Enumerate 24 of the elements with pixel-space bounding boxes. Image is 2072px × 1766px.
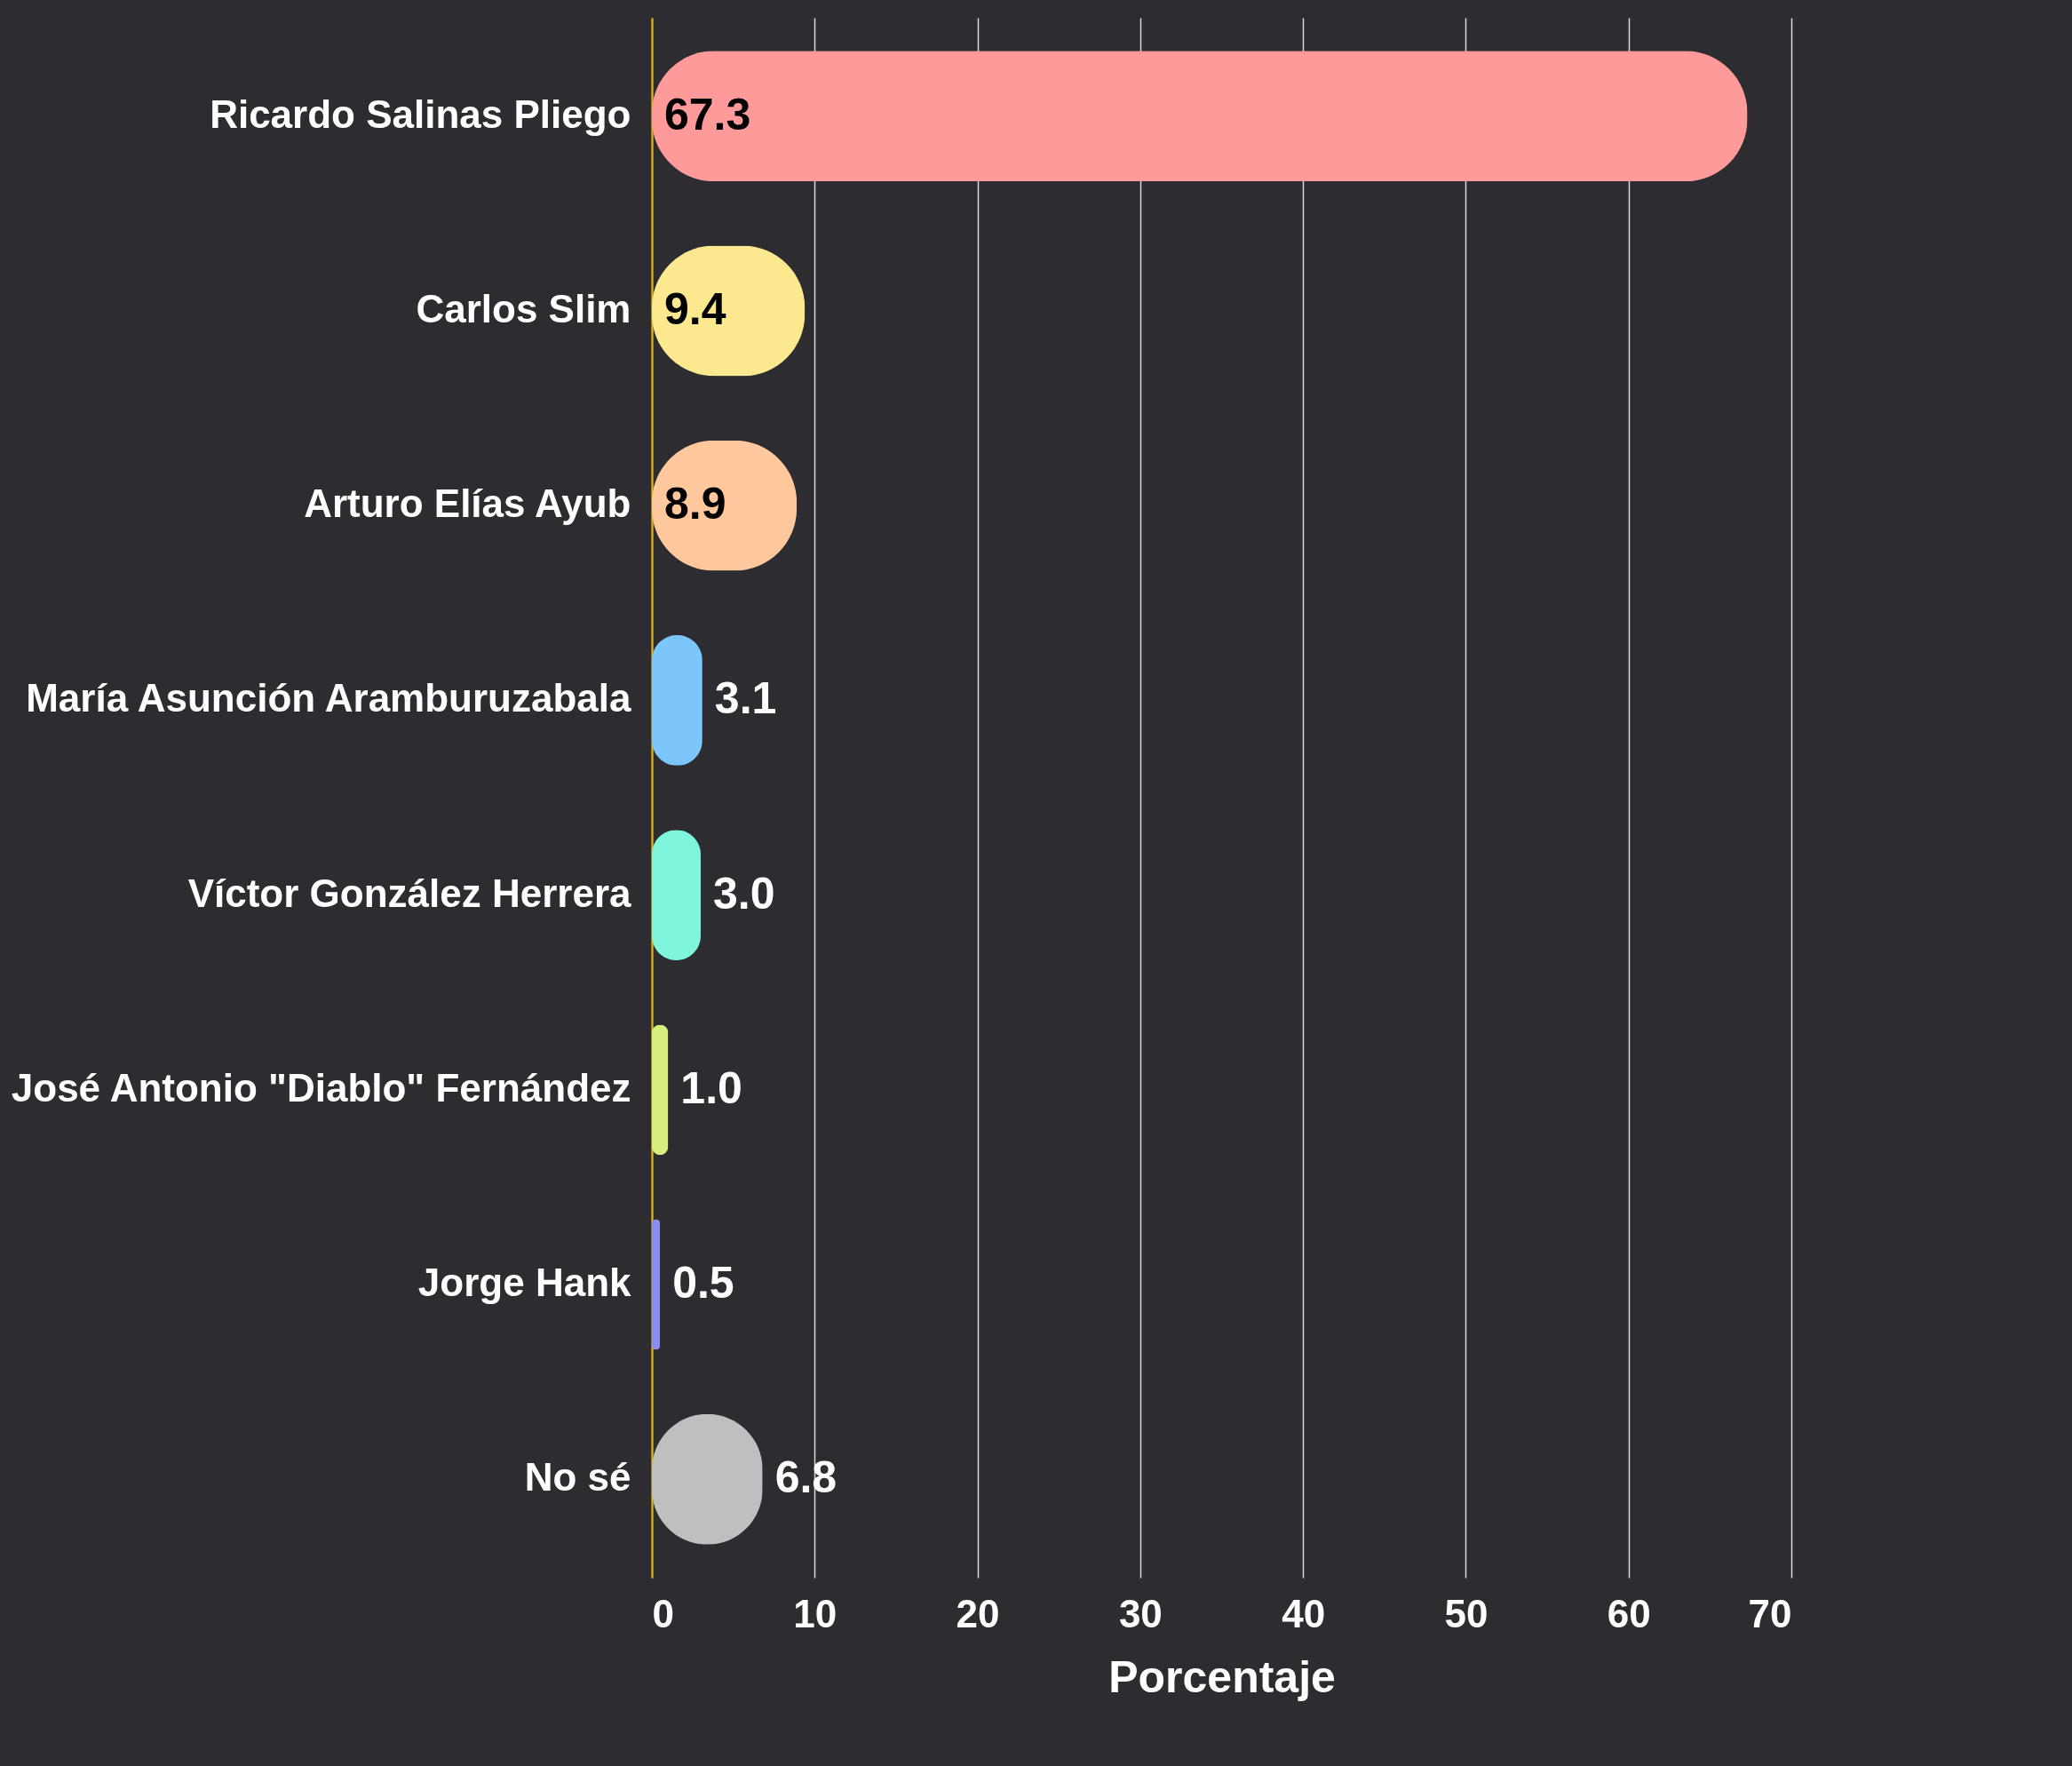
x-tick-label: 40	[1282, 1591, 1326, 1635]
x-axis-title: Porcentaje	[1108, 1651, 1336, 1702]
data-label: 9.4	[664, 283, 726, 334]
data-label: 8.9	[664, 479, 726, 529]
x-tick-label: 30	[1118, 1591, 1163, 1635]
data-label: 3.0	[712, 868, 775, 919]
y-tick-label: Víctor González Herrera	[187, 871, 632, 915]
x-tick-label: 10	[793, 1591, 838, 1635]
y-tick-label: Arturo Elías Ayub	[304, 481, 631, 526]
x-tick-label: 20	[956, 1591, 1000, 1635]
x-tick-label: 50	[1444, 1591, 1489, 1635]
data-label: 67.3	[664, 89, 751, 139]
x-tick-label: 60	[1607, 1591, 1651, 1635]
x-tick-label: 0	[652, 1591, 674, 1635]
data-label: 0.5	[672, 1258, 734, 1309]
y-tick-label: María Asunción Aramburuzabala	[26, 676, 632, 720]
y-tick-label: Carlos Slim	[416, 286, 631, 330]
y-tick-label: Ricardo Salinas Pliego	[210, 91, 631, 136]
y-tick-label: No sé	[524, 1455, 631, 1500]
data-label: 1.0	[680, 1062, 742, 1113]
x-tick-label: 70	[1748, 1591, 1792, 1635]
data-label: 3.1	[714, 673, 777, 724]
y-tick-label: Jorge Hank	[417, 1261, 632, 1305]
y-tick-label: José Antonio "Diablo" Fernández	[11, 1065, 631, 1110]
